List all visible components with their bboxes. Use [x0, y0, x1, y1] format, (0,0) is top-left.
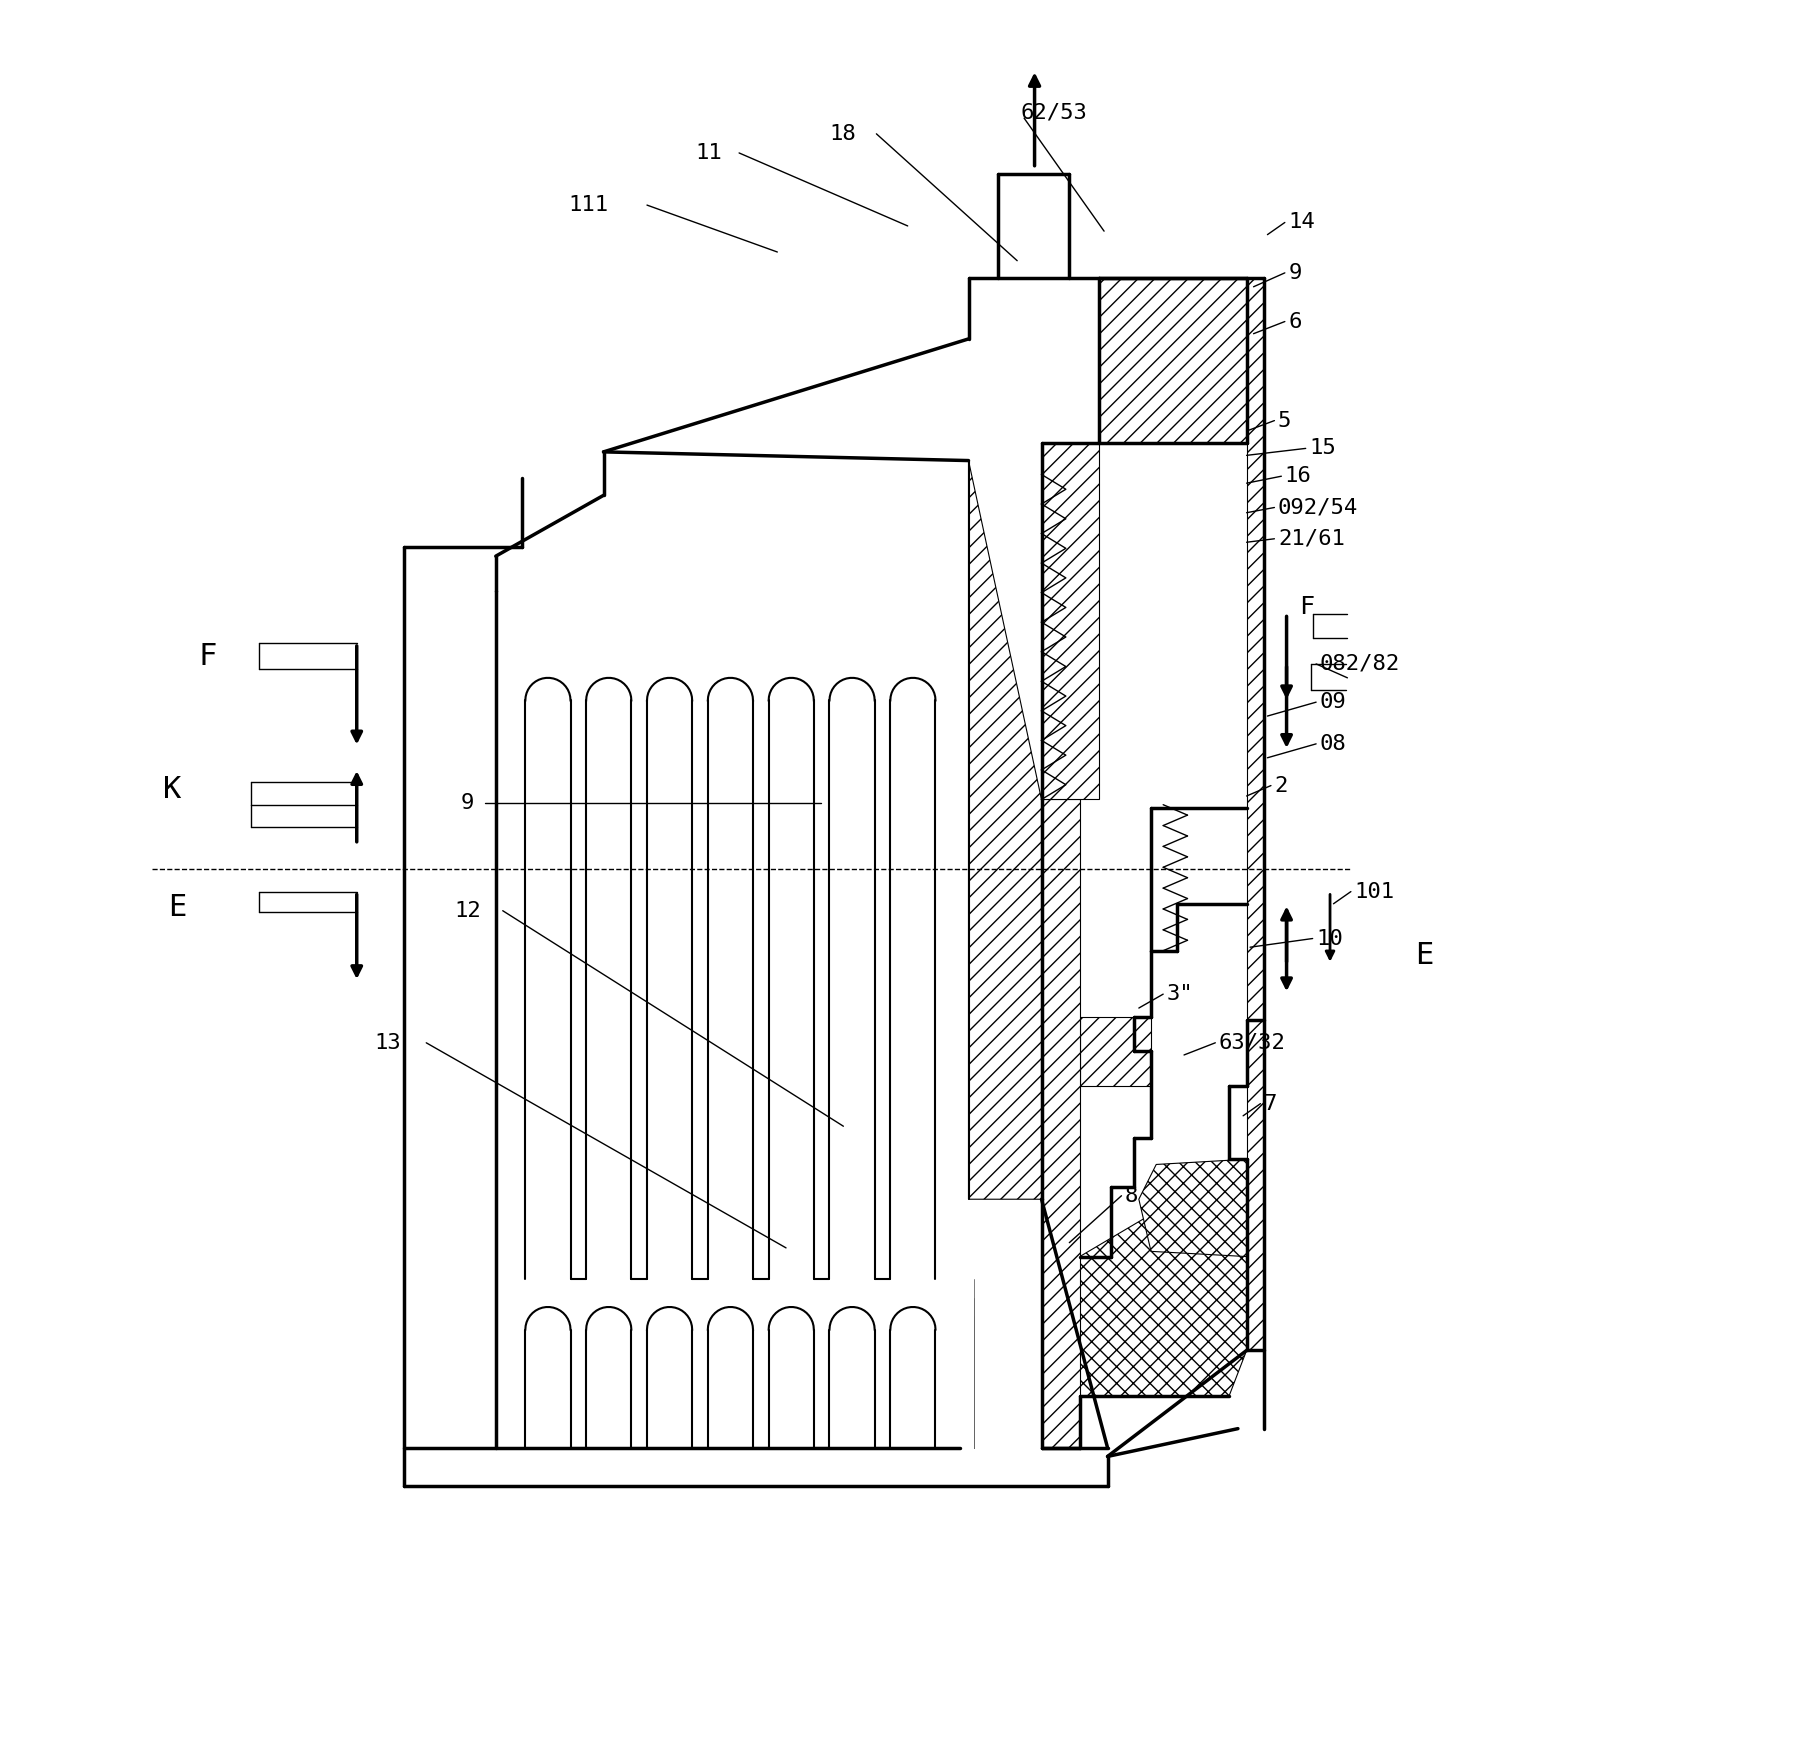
Text: 14: 14: [1289, 212, 1314, 233]
Text: 21/61: 21/61: [1278, 528, 1345, 549]
Text: 09: 09: [1320, 692, 1347, 713]
Polygon shape: [1099, 278, 1246, 443]
Text: 9: 9: [1289, 262, 1302, 283]
Text: 101: 101: [1354, 881, 1395, 902]
Text: 12: 12: [455, 900, 480, 921]
Text: 3": 3": [1167, 984, 1194, 1005]
Text: 13: 13: [374, 1032, 401, 1053]
Text: E: E: [169, 893, 187, 921]
Text: 5: 5: [1278, 410, 1291, 431]
Text: 7: 7: [1264, 1093, 1277, 1114]
Text: 62/53: 62/53: [1021, 103, 1088, 123]
Text: 082/82: 082/82: [1320, 653, 1401, 674]
Text: 18: 18: [829, 123, 856, 144]
Text: 11: 11: [696, 143, 723, 163]
Text: 2: 2: [1275, 775, 1287, 796]
Polygon shape: [1246, 278, 1264, 1350]
Polygon shape: [1081, 1211, 1246, 1396]
Text: 111: 111: [568, 195, 610, 216]
Text: 6: 6: [1289, 311, 1302, 332]
Polygon shape: [969, 461, 1041, 1199]
Text: 10: 10: [1316, 928, 1343, 949]
Text: 16: 16: [1286, 466, 1311, 487]
Text: 9: 9: [460, 793, 475, 813]
Text: 8: 8: [1126, 1185, 1138, 1206]
Text: 08: 08: [1320, 733, 1347, 754]
Text: 15: 15: [1309, 438, 1336, 459]
Text: K: K: [164, 775, 182, 803]
Text: F: F: [198, 643, 216, 671]
Text: E: E: [1415, 942, 1433, 970]
Text: F: F: [1298, 594, 1314, 619]
Polygon shape: [1041, 799, 1081, 1448]
Polygon shape: [1138, 1159, 1255, 1257]
Polygon shape: [1081, 1017, 1151, 1086]
Polygon shape: [1041, 443, 1099, 799]
Text: 63/32: 63/32: [1219, 1032, 1286, 1053]
Text: 092/54: 092/54: [1278, 497, 1357, 518]
